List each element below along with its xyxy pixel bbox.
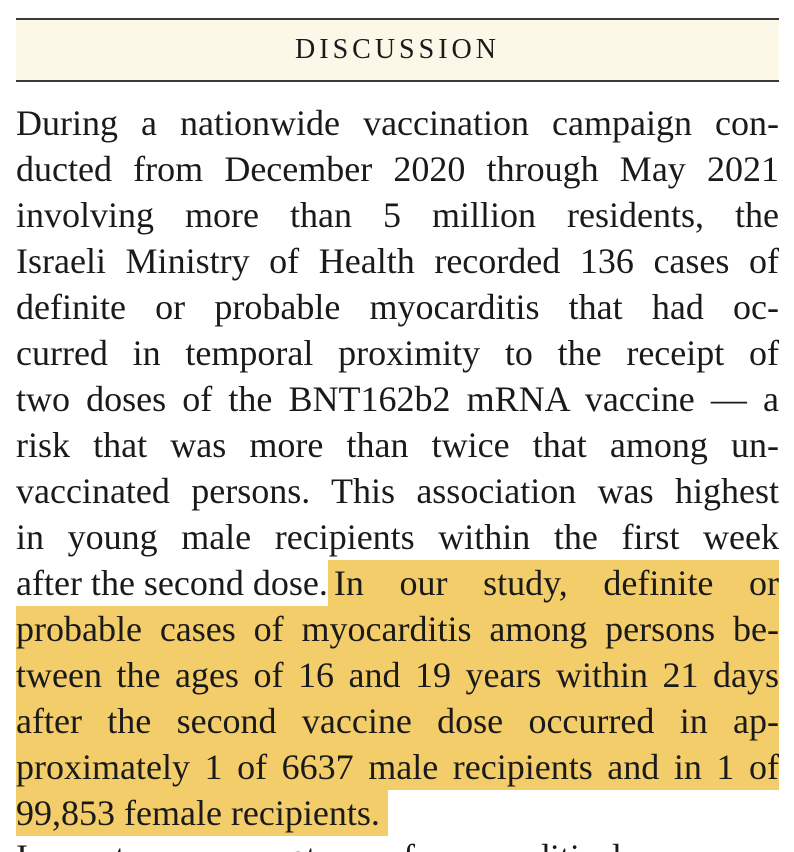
section-header: DISCUSSION: [16, 18, 779, 82]
text-line: Israeli Ministry of Health recorded 136 …: [16, 241, 779, 281]
discussion-paragraph: During a nationwide vaccination campaign…: [16, 100, 779, 836]
text-line: definite or probable myocarditis that ha…: [16, 287, 779, 327]
mixed-text-line: after the second dose. In our study, def…: [16, 560, 779, 606]
section-title: DISCUSSION: [295, 34, 500, 65]
text-line: two doses of the BNT162b2 mRNA vaccine —…: [16, 379, 779, 419]
highlighted-final-line: 99,853 female recipients.: [16, 790, 388, 836]
cutoff-text: In most cases, symptoms of myocarditis d…: [16, 837, 649, 852]
highlighted-text-line: after the second vaccine dose occurred i…: [16, 698, 779, 744]
text-line: vaccinated persons. This association was…: [16, 471, 779, 511]
text-line: curred in temporal proximity to the rece…: [16, 333, 779, 373]
plain-text-segment: after the second dose.: [16, 563, 328, 603]
highlighted-text-segment: In our study, definite or: [327, 560, 779, 606]
highlighted-text-line: tween the ages of 16 and 19 years within…: [16, 652, 779, 698]
text-line: involving more than 5 million residents,…: [16, 195, 779, 235]
cutoff-text-line: In most cases, symptoms of myocarditis d…: [16, 834, 779, 852]
text-line: risk that was more than twice that among…: [16, 425, 779, 465]
text-line: ducted from December 2020 through May 20…: [16, 149, 779, 189]
text-line: During a nationwide vaccination campaign…: [16, 103, 779, 143]
text-line: in young male recipients within the firs…: [16, 517, 779, 557]
highlighted-text-line: probable cases of myocarditis among pers…: [16, 606, 779, 652]
highlighted-text-line: proximately 1 of 6637 male recipients an…: [16, 744, 779, 790]
